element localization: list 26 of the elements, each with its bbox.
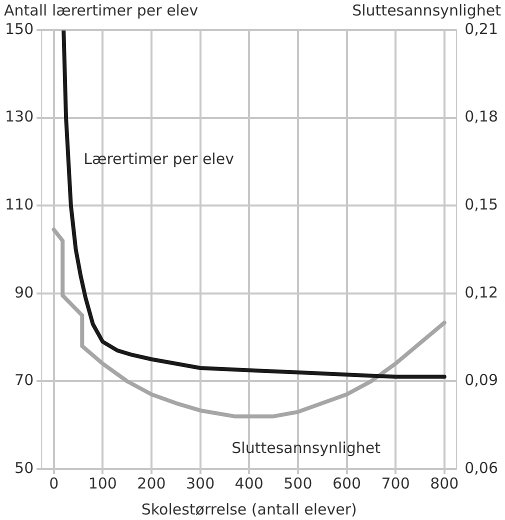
y2-tick-label: 0,06 [464, 458, 498, 477]
x-tick-label: 800 [430, 474, 459, 492]
x-tick-label: 600 [332, 474, 362, 492]
y2-tick-label: 0,15 [464, 195, 498, 214]
series-label: Lærertimer per elev [84, 150, 234, 168]
y2-tick-label: 0,12 [464, 283, 498, 302]
y2-tick-label: 0,18 [464, 108, 498, 126]
x-tick-label: 200 [137, 474, 166, 492]
y-tick-label: 90 [14, 283, 34, 302]
y-tick-label: 130 [4, 108, 34, 126]
x-tick-label: 500 [284, 474, 312, 492]
x-tick-label: 700 [381, 474, 410, 492]
x-tick-label: 400 [234, 474, 264, 492]
y-tick-label: 110 [4, 195, 34, 214]
y-tick-label: 150 [4, 20, 34, 38]
y-tick-label: 70 [14, 371, 34, 390]
x-tick-label: 100 [88, 474, 117, 492]
y2-tick-label: 0,21 [464, 20, 498, 38]
y2-tick-label: 0,09 [464, 371, 498, 390]
x-axis-title: Skolestørrelse (antall elever) [141, 500, 357, 518]
x-tick-label: 0 [49, 474, 59, 492]
y-axis-title: Antall lærertimer per elev [4, 1, 198, 20]
x-tick-label: 300 [186, 474, 215, 492]
y-tick-label: 50 [14, 458, 34, 477]
y2-axis-title: Sluttesannsynlighet [352, 1, 502, 20]
series-label: Sluttesannsynlighet [232, 438, 381, 457]
